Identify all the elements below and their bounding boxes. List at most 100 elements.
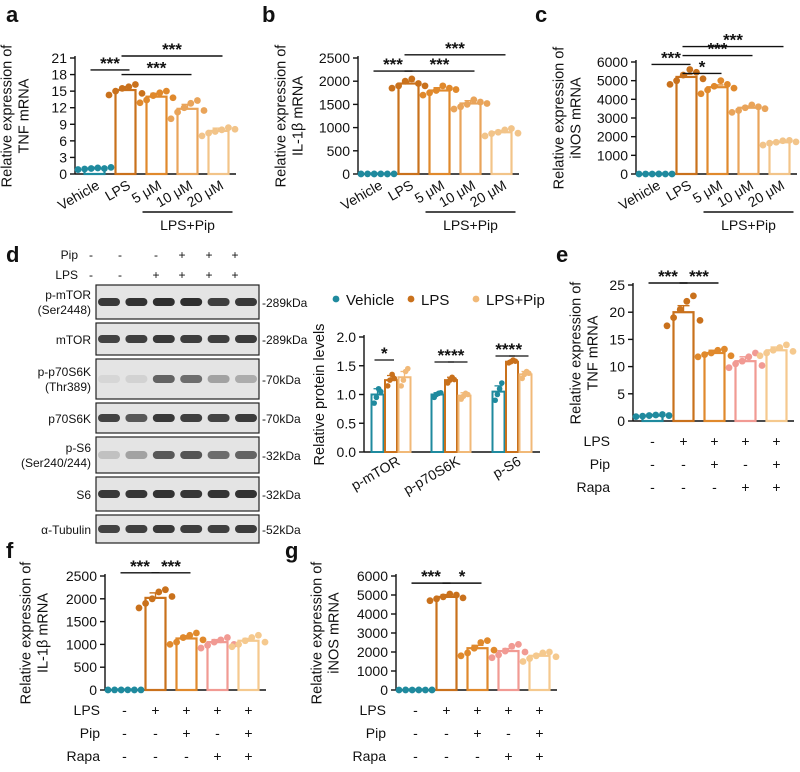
condition-sign: - — [153, 725, 158, 741]
data-point — [490, 646, 498, 654]
legend-label: Vehicle — [346, 292, 394, 309]
panel-letter: c — [535, 2, 547, 27]
y-tick-label: 9 — [59, 116, 67, 132]
data-point — [652, 411, 660, 419]
data-point — [408, 686, 416, 694]
blot-band — [98, 414, 120, 422]
data-point — [655, 170, 663, 178]
data-point — [724, 81, 731, 88]
data-point — [255, 631, 262, 639]
condition-label: Pip — [80, 725, 100, 741]
y-tick-label: 1.0 — [337, 387, 357, 403]
data-point — [501, 126, 509, 134]
y-axis-label: Relative expression of — [569, 281, 585, 425]
bar — [737, 106, 760, 176]
data-point — [701, 351, 708, 359]
y-tick-label: 18 — [51, 67, 67, 83]
blot-row-label: (Thr389) — [45, 380, 91, 394]
blot-row-label: α-Tubulin — [41, 523, 91, 537]
data-point — [428, 686, 436, 694]
data-point — [415, 686, 423, 694]
y-tick-label: 2.0 — [337, 329, 357, 345]
group-label: LPS+Pip — [443, 217, 498, 233]
y-tick-label: 1000 — [597, 147, 628, 163]
condition-sign: - — [444, 748, 449, 764]
data-point — [508, 642, 516, 650]
blot-band — [235, 375, 257, 383]
data-point — [433, 595, 440, 603]
data-point — [452, 86, 460, 93]
bar — [175, 637, 198, 692]
y-tick-label: 500 — [74, 659, 98, 675]
y-tick-label: 1500 — [66, 614, 97, 630]
bar — [435, 595, 458, 692]
data-point — [451, 376, 458, 383]
data-point — [789, 347, 797, 355]
data-point — [398, 383, 405, 389]
data-point — [174, 108, 182, 116]
data-point — [488, 130, 495, 138]
data-point — [676, 306, 684, 313]
significance-stars: *** — [708, 40, 728, 59]
data-point — [766, 139, 773, 147]
bar — [384, 379, 398, 453]
data-point — [205, 129, 213, 137]
condition-sign: + — [710, 433, 718, 449]
condition-sign: - — [650, 456, 655, 472]
data-point — [728, 109, 736, 116]
data-point — [635, 170, 643, 178]
blot-band — [207, 490, 230, 498]
data-point — [402, 686, 409, 694]
panel-letter: f — [6, 538, 14, 563]
blot-band — [180, 375, 203, 383]
y-axis-label: iNOS mRNA — [569, 77, 585, 159]
significance-stars: *** — [445, 39, 465, 58]
data-point — [748, 101, 756, 109]
data-point — [111, 686, 118, 694]
data-point — [632, 413, 640, 421]
blot-row-label: p-p70S6K — [38, 365, 91, 379]
data-point — [118, 84, 126, 92]
blot-row-label: mTOR — [56, 333, 91, 347]
data-point — [714, 346, 722, 354]
condition-sign: - — [681, 456, 686, 472]
data-point — [694, 353, 702, 361]
x-tick-label: p-p70S6K — [401, 452, 463, 497]
significance-stars: * — [381, 344, 388, 363]
blot-band — [125, 335, 148, 343]
data-point — [707, 349, 715, 357]
blot-band — [180, 525, 203, 533]
blot-band — [235, 335, 257, 343]
panel-c: c Relative expression of iNOS mRNA 0 1000 200… — [535, 2, 800, 233]
data-point — [683, 297, 691, 305]
condition-sign: - — [122, 702, 127, 718]
data-point — [194, 97, 201, 104]
bar — [145, 95, 168, 176]
group-label: LPS+Pip — [721, 217, 776, 233]
blot-strip — [95, 436, 260, 474]
panel-b: b Relative expression of IL-1β mRNA 0 500 100… — [262, 2, 522, 233]
data-point — [521, 648, 529, 656]
treatment-sign: - — [89, 248, 93, 262]
blot-band — [207, 298, 230, 306]
data-point — [481, 132, 489, 140]
data-point — [217, 636, 225, 644]
blot-strip — [95, 322, 260, 356]
blot-strip — [95, 402, 260, 434]
blot-band — [235, 414, 257, 422]
data-point — [163, 87, 170, 95]
y-tick-label: 20 — [609, 304, 625, 320]
data-point — [776, 344, 784, 351]
data-point — [387, 377, 393, 383]
y-tick-label: 15 — [51, 83, 67, 99]
x-tick-label: p-S6 — [490, 453, 524, 482]
bar — [428, 89, 451, 176]
data-point — [484, 637, 491, 644]
blot-kda-label: -289kDa — [262, 333, 308, 347]
bar — [768, 141, 791, 176]
condition-sign: + — [535, 748, 543, 764]
data-point — [390, 170, 398, 178]
bar — [430, 393, 445, 453]
data-point — [384, 170, 391, 178]
panel-letter: a — [6, 2, 19, 27]
